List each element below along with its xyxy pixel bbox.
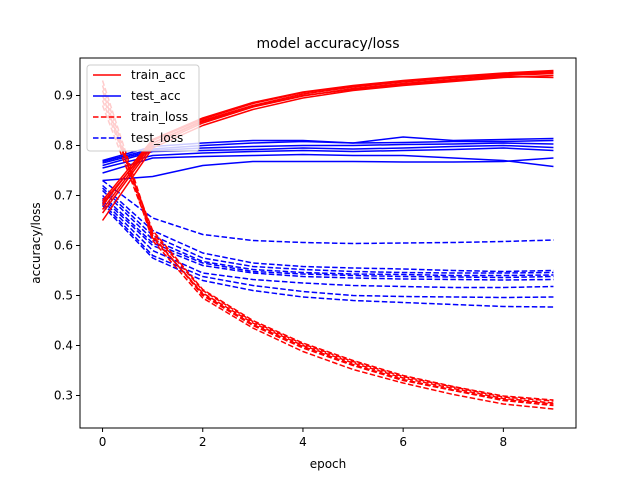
y-tick-label: 0.8 [54,139,73,153]
test_loss-line-22 [102,189,554,277]
y-tick-label: 0.5 [54,289,73,303]
test_loss-line-20 [102,184,554,273]
x-tick-label: 2 [199,435,207,449]
test_loss-line-24 [102,197,554,281]
axes-frame [79,57,577,429]
y-tick-label: 0.7 [54,189,73,203]
test_loss-line-21 [102,187,554,274]
legend-label-test_loss: test_loss [131,131,183,145]
x-tick-label: 8 [500,435,508,449]
test_loss-line-27 [102,204,554,308]
x-tick-label: 6 [399,435,407,449]
legend-label-train_loss: train_loss [131,110,188,124]
test_loss-line-23 [102,194,554,279]
train_loss-line-16 [101,95,554,402]
train_loss-line-18 [101,105,554,405]
y-tick-label: 0.4 [54,339,73,353]
legend-box [86,64,200,152]
x-tick-label: 0 [99,435,107,449]
train_loss-line-17 [101,100,554,401]
test_acc-line-6 [102,157,554,182]
test_acc-line-7 [102,153,554,174]
legend-label-train_acc: train_acc [131,68,185,82]
test_acc-line-8 [102,147,554,169]
y-axis-ticks: 0.3 0.4 0.5 0.6 0.7 0.8 0.9 [54,89,80,403]
y-tick-label: 0.6 [54,239,73,253]
y-tick-label: 0.3 [54,389,73,403]
x-tick-label: 4 [299,435,307,449]
train_loss-line-15 [101,90,554,410]
y-axis-title: accuracy/loss [29,202,43,283]
legend: train_acc test_acc train_loss test_loss [86,64,200,152]
x-axis-title: epoch [310,457,347,471]
chart-title: model accuracy/loss [257,36,400,52]
legend-entries: train_acc test_acc train_loss test_loss [93,68,188,145]
y-tick-label: 0.9 [54,89,73,103]
legend-label-test_acc: test_acc [131,89,181,103]
x-axis-ticks: 0 2 4 6 8 [99,428,507,449]
test_loss-line-19 [102,179,554,245]
